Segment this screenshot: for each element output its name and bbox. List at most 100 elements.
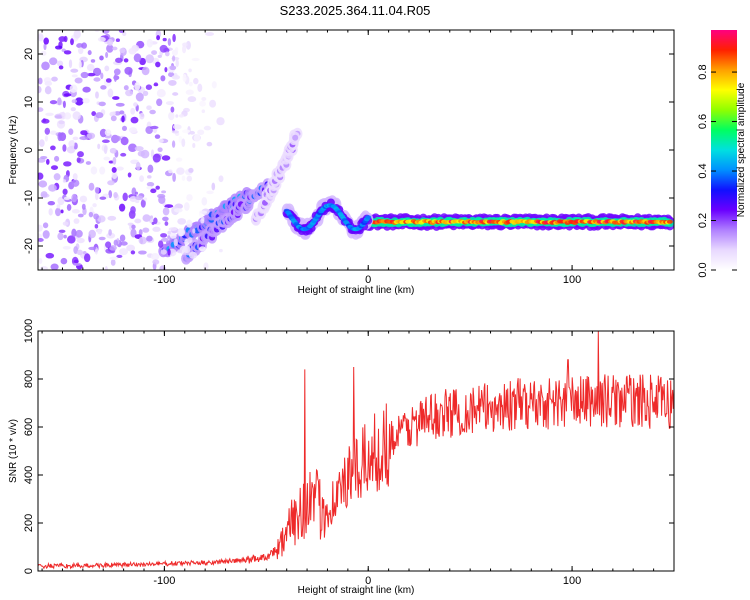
noise-blob	[218, 175, 224, 183]
noise-blob	[112, 156, 117, 165]
noise-blob	[186, 219, 193, 228]
noise-blob	[85, 161, 92, 165]
noise-blob	[135, 195, 144, 201]
noise-blob	[185, 89, 194, 95]
noise-blob	[44, 85, 52, 95]
noise-blob	[149, 215, 154, 219]
noise-blob	[38, 224, 43, 232]
noise-blob	[197, 129, 205, 136]
noise-blob	[130, 228, 137, 238]
noise-blob	[99, 128, 107, 138]
noise-blob	[152, 259, 160, 265]
noise-blob	[171, 49, 178, 56]
spectrogram-ytick-label: -20	[23, 238, 35, 254]
noise-blob	[160, 237, 169, 242]
noise-blob	[63, 161, 72, 167]
noise-blob	[99, 196, 107, 200]
noise-blob	[70, 38, 74, 46]
noise-blob	[110, 259, 116, 266]
noise-blob	[106, 38, 114, 46]
noise-blob	[78, 47, 84, 55]
noise-blob	[57, 196, 65, 206]
noise-blob	[75, 229, 83, 238]
noise-blob	[99, 55, 104, 61]
spectrogram-heatmap	[38, 30, 674, 270]
noise-blob	[145, 54, 154, 64]
noise-blob	[67, 235, 76, 244]
colorbar-label: Normalized spectral amplitude	[736, 82, 747, 217]
noise-blob	[203, 262, 209, 270]
noise-blob	[71, 99, 77, 104]
noise-blob	[142, 90, 149, 97]
noise-blob	[88, 229, 96, 239]
noise-blob	[47, 201, 56, 206]
noise-blob	[192, 228, 196, 234]
noise-blob	[86, 63, 95, 72]
noise-blob	[172, 172, 176, 182]
noise-blob	[40, 191, 48, 198]
noise-blob	[147, 164, 154, 173]
snr-frame	[37, 330, 675, 572]
noise-blob	[45, 252, 55, 259]
noise-blob	[41, 61, 50, 71]
noise-blob	[42, 222, 49, 229]
noise-blob	[88, 246, 97, 251]
noise-blob	[128, 127, 138, 134]
noise-blob	[73, 218, 80, 224]
noise-blob	[175, 157, 183, 162]
transition-trace-core	[365, 215, 372, 220]
noise-blob	[111, 170, 118, 180]
noise-blob	[53, 173, 61, 181]
noise-blob	[199, 210, 208, 214]
noise-blob	[88, 211, 94, 218]
noise-blob	[150, 252, 160, 261]
noise-blob	[73, 30, 81, 39]
noise-blob	[162, 37, 167, 42]
noise-blob	[39, 139, 45, 147]
noise-blob	[70, 107, 76, 112]
snr-ylabel: SNR (10 * v/v)	[8, 419, 19, 483]
colorbar-tick-label: 0.4	[697, 163, 709, 178]
noise-blob	[42, 230, 50, 239]
noise-blob	[147, 175, 152, 179]
spectrogram-xtick-label: 100	[563, 274, 581, 286]
spectrogram-xlabel: Height of straight line (km)	[298, 285, 415, 296]
noise-blob	[105, 241, 112, 249]
noise-blob	[82, 86, 91, 93]
noise-blob	[153, 83, 159, 87]
noise-blob	[104, 129, 112, 136]
noise-blob	[38, 107, 44, 112]
noise-blob	[146, 181, 155, 187]
noise-blob	[50, 165, 59, 170]
noise-blob	[48, 184, 57, 192]
noise-blob	[119, 234, 126, 242]
snr-xtick-label: -100	[153, 575, 175, 587]
noise-blob	[66, 203, 72, 211]
noise-blob	[133, 53, 142, 63]
noise-blob	[94, 186, 100, 194]
noise-blob	[157, 54, 162, 58]
noise-blob	[97, 215, 106, 223]
noise-blob	[116, 166, 124, 171]
noise-blob	[201, 197, 208, 206]
noise-blob	[82, 251, 87, 255]
noise-blob	[187, 237, 193, 244]
noise-blob	[162, 216, 169, 222]
noise-blob	[111, 166, 117, 173]
snr-ytick-label: 0	[23, 568, 35, 574]
noise-blob	[149, 125, 159, 130]
noise-blob	[58, 36, 67, 42]
noise-blob	[71, 74, 78, 78]
noise-blob	[50, 130, 57, 135]
noise-blob	[169, 65, 177, 71]
noise-blob	[74, 77, 83, 84]
noise-blob	[130, 250, 136, 255]
noise-blob	[87, 50, 92, 56]
noise-blob	[176, 167, 185, 175]
noise-blob	[157, 147, 163, 153]
noise-blob	[182, 73, 187, 83]
noise-blob	[178, 114, 185, 118]
noise-blob	[183, 202, 190, 211]
noise-blob	[38, 85, 42, 94]
noise-blob	[82, 98, 90, 104]
